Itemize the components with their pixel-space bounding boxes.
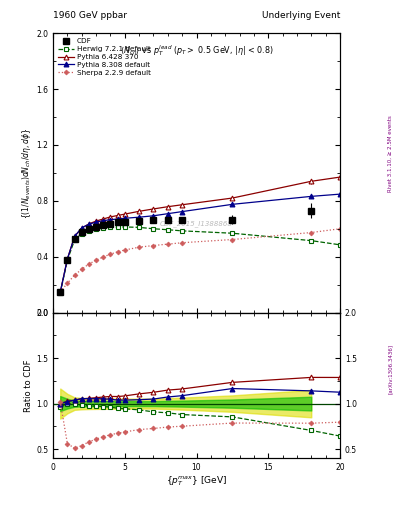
Text: [arXiv:1306.3436]: [arXiv:1306.3436]: [388, 344, 393, 394]
Text: Underlying Event: Underlying Event: [262, 11, 340, 20]
Y-axis label: Ratio to CDF: Ratio to CDF: [24, 359, 33, 412]
Y-axis label: $\{(1/N_{events}) dN_{ch}/d\eta, d\phi\}$: $\{(1/N_{events}) dN_{ch}/d\eta, d\phi\}…: [20, 127, 33, 219]
X-axis label: $\{p_T^{max}\}$ [GeV]: $\{p_T^{max}\}$ [GeV]: [166, 475, 227, 488]
Text: Rivet 3.1.10, ≥ 2.5M events: Rivet 3.1.10, ≥ 2.5M events: [388, 115, 393, 192]
Legend: CDF, Herwig 7.2.1 default, Pythia 6.428 370, Pythia 8.308 default, Sherpa 2.2.9 : CDF, Herwig 7.2.1 default, Pythia 6.428 …: [57, 37, 152, 77]
Text: $\langle N_{ch}\rangle$ vs $p_T^{lead}$ ($p_T >$ 0.5 GeV, $|\eta|$ < 0.8): $\langle N_{ch}\rangle$ vs $p_T^{lead}$ …: [120, 43, 273, 58]
Text: 1960 GeV ppbar: 1960 GeV ppbar: [53, 11, 127, 20]
Text: CDF_2015_I1388868: CDF_2015_I1388868: [160, 220, 233, 226]
